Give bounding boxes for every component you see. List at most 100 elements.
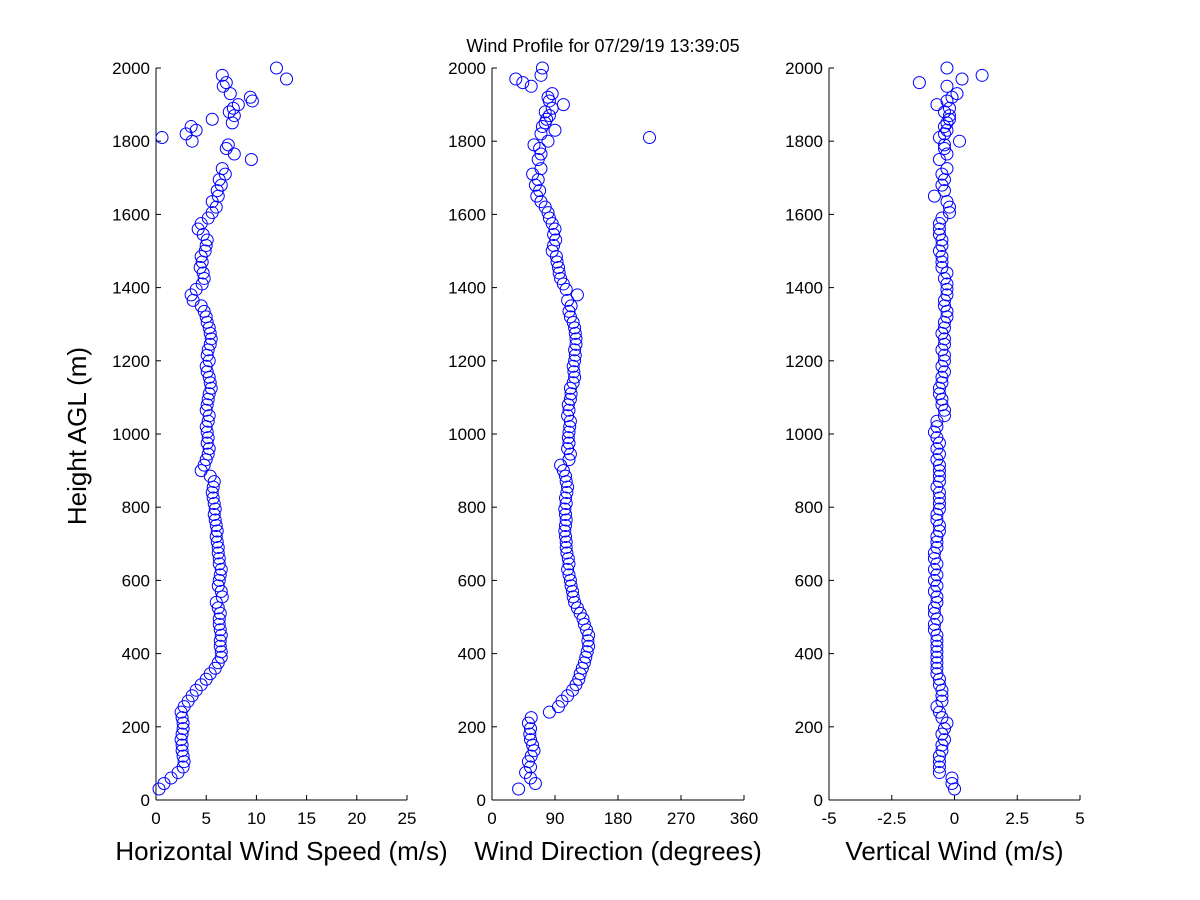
panel-vertical: 0 200 400 600 800 1000 1200 1400 1600 1800 2000 -5 -…: [785, 59, 1085, 866]
data-point: [558, 502, 572, 516]
data-point: [561, 293, 575, 307]
data-point: [201, 414, 215, 428]
y-tick-label: 1400: [785, 279, 823, 298]
data-point: [930, 645, 944, 659]
y-tick-label: 1200: [785, 352, 823, 371]
data-point: [932, 458, 946, 472]
data-point: [201, 431, 215, 445]
data-point: [213, 568, 227, 582]
data-point: [524, 722, 537, 736]
y-tick-label: 0: [141, 791, 150, 810]
y-tick-label: 200: [458, 718, 486, 737]
data-point: [932, 475, 946, 489]
data-point: [930, 661, 944, 675]
data-point: [566, 584, 579, 598]
data-point: [205, 206, 219, 220]
data-point: [930, 650, 944, 664]
data-point: [955, 72, 969, 86]
data-point: [932, 486, 946, 500]
data-point: [930, 431, 944, 445]
data-point: [534, 127, 548, 141]
y-tick-label: 1400: [448, 279, 486, 298]
data-point: [243, 90, 257, 104]
data-point: [927, 617, 941, 631]
y-tick-label: 800: [122, 498, 150, 517]
data-point: [937, 365, 951, 379]
data-point: [559, 497, 573, 511]
data-point: [559, 469, 572, 483]
y-tick-label: 1200: [448, 352, 486, 371]
data-point: [210, 535, 224, 549]
data-point: [562, 403, 576, 417]
data-point: [223, 87, 237, 101]
y-tick-label: 1000: [785, 425, 823, 444]
x-tick-label: 10: [247, 809, 266, 828]
data-point: [545, 101, 559, 115]
y-tick-label: 1000: [112, 425, 150, 444]
data-point: [940, 123, 954, 137]
data-point: [552, 266, 566, 280]
data-point: [176, 716, 190, 730]
data-point: [212, 573, 226, 587]
data-point: [932, 766, 946, 780]
data-point: [195, 277, 209, 291]
data-point: [212, 551, 226, 565]
data-point: [930, 656, 944, 670]
y-tick-label: 2000: [448, 59, 486, 78]
data-point: [175, 711, 189, 725]
data-point: [930, 639, 944, 653]
data-point: [930, 634, 944, 648]
y-tick-label: 200: [795, 718, 823, 737]
data-point: [568, 370, 582, 384]
data-point: [932, 491, 946, 505]
data-point: [231, 98, 245, 112]
data-point: [568, 595, 582, 609]
data-point: [568, 326, 582, 340]
chart-title: Wind Profile for 07/29/19 13:39:05: [466, 36, 739, 56]
data-point: [927, 573, 941, 587]
data-point: [185, 134, 199, 148]
data-point: [556, 98, 570, 112]
data-point: [566, 590, 580, 604]
data-point: [559, 513, 573, 527]
x-tick-label: -5: [821, 809, 836, 828]
data-point: [569, 337, 583, 351]
data-point: [563, 392, 577, 406]
data-point: [176, 760, 190, 774]
data-point: [937, 184, 951, 198]
data-point: [541, 90, 555, 104]
data-point: [932, 502, 946, 516]
data-point: [200, 365, 214, 379]
data-point: [935, 249, 949, 263]
data-point: [209, 200, 223, 214]
data-point: [932, 497, 946, 511]
data-point: [937, 120, 951, 134]
data-point: [215, 162, 229, 176]
data-point: [209, 519, 223, 532]
data-point: [205, 486, 219, 500]
data-point: [562, 568, 576, 582]
data-point: [198, 244, 212, 258]
data-point: [214, 650, 228, 664]
y-tick-label: 1800: [112, 132, 150, 151]
data-point: [280, 72, 294, 86]
data-point: [937, 733, 951, 747]
data-point: [534, 195, 548, 209]
data-point: [643, 131, 656, 145]
data-point: [930, 568, 944, 582]
y-tick-label: 400: [458, 645, 486, 664]
data-point: [214, 562, 228, 576]
data-point: [935, 738, 949, 752]
data-point: [559, 519, 572, 532]
data-point: [562, 436, 576, 450]
x-tick-label: 0: [151, 809, 160, 828]
data-point: [927, 189, 941, 203]
data-point: [527, 138, 541, 152]
data-point: [175, 744, 189, 758]
data-point: [573, 667, 587, 681]
data-point: [549, 233, 563, 247]
data-point: [940, 79, 954, 93]
data-point: [945, 771, 959, 785]
data-point: [930, 420, 944, 434]
